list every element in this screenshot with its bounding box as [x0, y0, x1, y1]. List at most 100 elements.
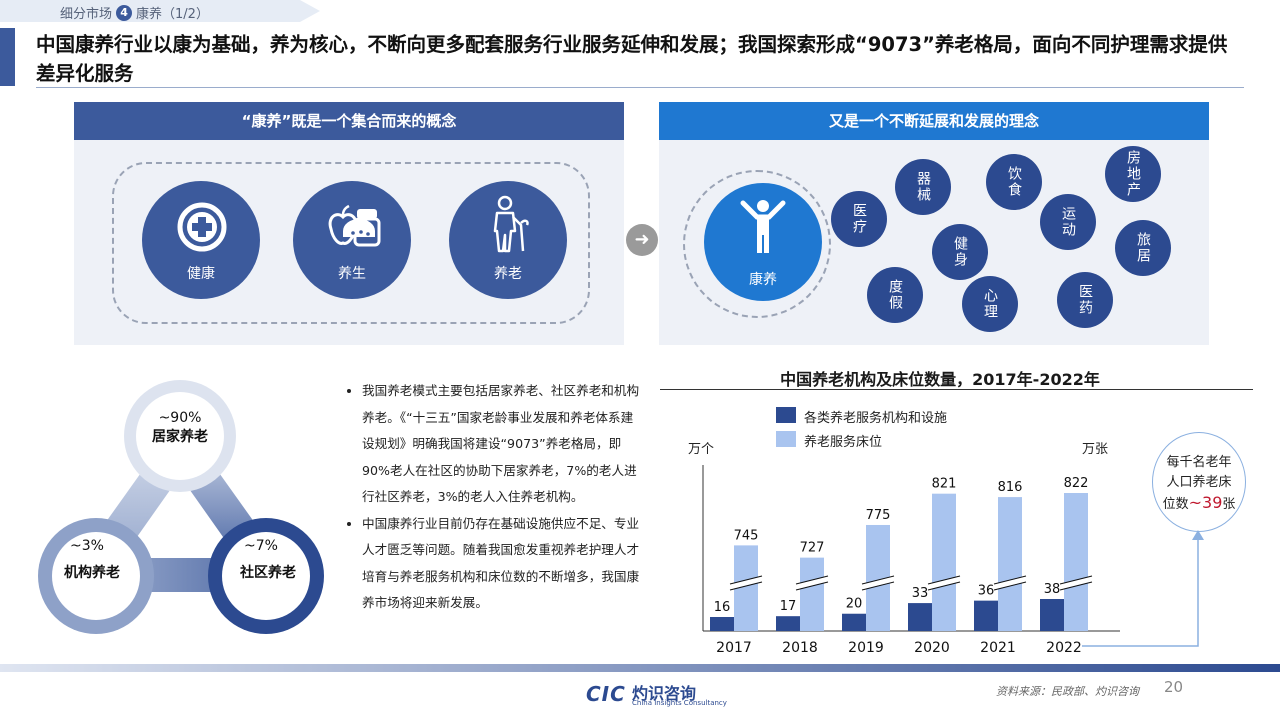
axis-break-gap-2018: [795, 576, 829, 590]
breadcrumb-number: 4: [116, 4, 133, 21]
page-title: 中国康养行业以康为基础，养为核心，不断向更多配套服务行业服务延伸和发展；我国探索…: [36, 33, 1228, 85]
home-care-node: ~90% 居家养老: [140, 410, 220, 446]
label-facilities-2018: 17: [780, 599, 797, 614]
headline-accent-bar: [0, 28, 15, 86]
callout-suffix: 张: [1222, 497, 1236, 512]
label-beds-2017: 745: [734, 528, 759, 543]
page-number: 20: [1164, 678, 1184, 696]
bubble-real-estate: 房地产: [1105, 146, 1161, 202]
kangyang-label: 康养: [749, 272, 777, 288]
footer-band: [0, 664, 1280, 672]
food-supplement-icon: [328, 204, 381, 247]
axis-break-line-bottom-2018: [795, 581, 829, 591]
community-care-node: ~7% 社区养老: [228, 538, 308, 582]
community-care-label: 社区养老: [240, 565, 296, 581]
axis-break-gap-2017: [729, 576, 763, 590]
community-care-pct: ~7%: [244, 538, 278, 554]
bar-chart: 16 745 2017 17 727 2018 20 775 2019 33 821 2020 36 81…: [702, 465, 1120, 656]
label-beds-2019: 775: [866, 508, 891, 523]
bubble-fitness: 健身: [932, 224, 988, 280]
data-source: 资料来源：民政部、灼识咨询: [996, 685, 1139, 698]
axis-break-line-bottom-2020: [927, 581, 961, 591]
label-facilities-2020: 33: [912, 586, 929, 601]
axis-break-line-top-2022: [1059, 575, 1093, 585]
bullet-item: 我国养老模式主要包括居家养老、社区养老和机构养老。《“十三五”国家老龄事业发展和…: [362, 378, 642, 511]
concept-circle-wellness: 养生: [293, 181, 411, 299]
bubble-sports: 运动: [1040, 194, 1096, 250]
breadcrumb-topic: 康养（1/2）: [136, 7, 209, 22]
bar-beds-2018: [800, 557, 824, 631]
breadcrumb-section: 细分市场: [60, 7, 113, 22]
company-name: 灼识咨询: [632, 684, 697, 703]
concept-circle-health: 健康: [142, 181, 260, 299]
axis-break-line-top-2021: [993, 575, 1027, 585]
person-arms-up-icon: [740, 200, 786, 253]
bar-facilities-2022: [1040, 599, 1064, 631]
bar-facilities-2018: [776, 616, 800, 631]
bar-facilities-2021: [974, 600, 998, 631]
x-tick-label-2022: 2022: [1046, 640, 1082, 656]
label-beds-2022: 822: [1064, 476, 1089, 491]
bubble-pharma: 医药: [1057, 272, 1113, 328]
medical-cross-icon: [177, 202, 227, 252]
axis-break-line-bottom-2019: [861, 581, 895, 591]
x-tick-label-2020: 2020: [914, 640, 950, 656]
axis-break-line-top-2017: [729, 575, 763, 585]
label-beds-2018: 727: [800, 541, 825, 556]
x-tick-label-2017: 2017: [716, 640, 752, 656]
title-divider: [36, 87, 1244, 88]
concept-dashed-frame: [112, 162, 590, 324]
axis-break-line-top-2018: [795, 575, 829, 585]
cic-logo: CIC: [586, 682, 626, 706]
callout-connector: [1082, 530, 1204, 647]
bar-beds-2020: [932, 493, 956, 631]
x-tick-label-2018: 2018: [782, 640, 818, 656]
axis-break-line-bottom-2021: [993, 581, 1027, 591]
bubble-equipment: 器械: [895, 159, 951, 215]
axis-break-line-bottom-2022: [1059, 581, 1093, 591]
care-model-triangle: [38, 380, 324, 634]
center-dashed-ring: [683, 170, 831, 318]
axis-break-line-bottom-2017: [729, 581, 763, 591]
x-tick-label-2021: 2021: [980, 640, 1016, 656]
bar-facilities-2019: [842, 613, 866, 631]
breadcrumb-background: [0, 0, 320, 22]
label-beds-2020: 821: [932, 477, 957, 492]
company-name-en: China Insights Consultancy: [632, 699, 727, 707]
home-care-label: 居家养老: [152, 429, 208, 445]
x-tick-label-2019: 2019: [848, 640, 884, 656]
callout-value: ~39: [1188, 493, 1223, 512]
left-axis-unit: 万个: [688, 442, 715, 457]
callout-line3: 位数~39张: [1153, 493, 1245, 515]
label-facilities-2022: 38: [1044, 582, 1061, 597]
callout-prefix: 位数: [1162, 497, 1189, 512]
home-care-pct: ~90%: [158, 410, 202, 426]
bubble-medical: 医疗: [831, 191, 887, 247]
kangyang-center-circle: 康养: [704, 183, 822, 301]
bar-beds-2022: [1064, 493, 1088, 631]
axis-break-gap-2021: [993, 576, 1027, 590]
bubble-diet: 饮食: [986, 154, 1042, 210]
bullet-item: 中国康养行业目前仍存在基础设施供应不足、专业人才匮乏等问题。随着我国愈发重视养老…: [362, 511, 642, 617]
chart-title: 中国养老机构及床位数量，2017年-2022年: [780, 370, 1100, 389]
label-facilities-2017: 16: [714, 600, 731, 615]
axis-break-line-top-2020: [927, 575, 961, 585]
concept-label-elderly: 养老: [494, 266, 522, 282]
concept-circle-elderly: 养老: [449, 181, 567, 299]
axis-break-gap-2022: [1059, 576, 1093, 590]
concept-label-wellness: 养生: [338, 266, 366, 282]
legend-label-beds: 养老服务床位: [804, 435, 883, 450]
bubble-vacation: 度假: [867, 267, 923, 323]
bubble-sojourn: 旅居: [1115, 220, 1171, 276]
bar-beds-2021: [998, 497, 1022, 631]
concept-label-health: 健康: [187, 266, 215, 282]
arrow-right-icon: ➜: [626, 224, 658, 256]
institution-care-label: 机构养老: [64, 565, 120, 581]
callout-line2: 人口养老床: [1166, 475, 1232, 490]
right-axis-unit: 万张: [1082, 442, 1109, 457]
breadcrumb: 细分市场 4 康养（1/2）: [60, 3, 209, 22]
description-bullets: 我国养老模式主要包括居家养老、社区养老和机构养老。《“十三五”国家老龄事业发展和…: [342, 378, 642, 617]
axis-break-gap-2019: [861, 576, 895, 590]
axis-break-gap-2020: [927, 576, 961, 590]
elderly-person-icon: [493, 195, 529, 253]
